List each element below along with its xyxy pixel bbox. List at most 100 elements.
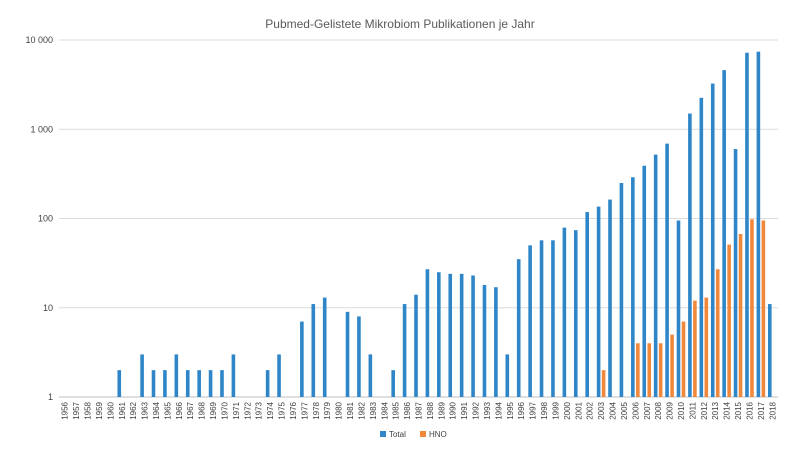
x-tick-label: 1964 [152, 401, 161, 419]
x-tick-label: 1986 [403, 401, 412, 419]
x-tick-label: 1970 [220, 401, 229, 419]
legend-item-hno: HNO [420, 430, 447, 439]
bar-hno-2008 [658, 343, 663, 397]
x-tick-label: 1969 [209, 401, 218, 419]
x-tick-label: 2018 [768, 401, 777, 419]
x-tick-label: 1976 [289, 401, 298, 419]
bar-total-2018 [767, 304, 772, 397]
y-tick-label: 1 [48, 392, 53, 402]
x-tick-label: 2004 [609, 401, 618, 419]
x-tick-label: 1978 [312, 401, 321, 419]
x-tick-label: 1981 [346, 401, 355, 419]
bar-total-2001 [573, 230, 578, 397]
bar-total-2006 [631, 177, 635, 397]
x-tick-label: 1958 [84, 401, 93, 419]
bar-total-2012 [699, 97, 704, 397]
legend-swatch [380, 431, 386, 437]
bar-total-1987 [414, 294, 418, 397]
chart-title: Pubmed-Gelistete Mikrobiom Publikationen… [265, 17, 534, 31]
bar-total-2015 [733, 149, 738, 397]
bar-total-1993 [482, 284, 487, 397]
bar-total-1997 [528, 245, 532, 397]
bar-total-1978 [311, 304, 316, 397]
bar-hno-2003 [601, 370, 606, 397]
x-tick-label: 2003 [597, 401, 606, 419]
bar-total-1995 [505, 354, 510, 397]
bar-hno-2013 [715, 269, 720, 397]
x-tick-label: 1988 [426, 401, 435, 419]
x-tick-label: 2014 [723, 401, 732, 419]
bar-total-1961 [117, 370, 122, 397]
legend: Total HNO [380, 430, 447, 439]
x-tick-label: 2015 [734, 401, 743, 419]
bar-total-1996 [516, 259, 521, 397]
bar-hno-2010 [681, 321, 686, 397]
x-tick-label: 1963 [141, 401, 150, 419]
legend-label: Total [389, 430, 406, 439]
bar-total-2005 [619, 182, 624, 397]
bar-hno-2017 [761, 220, 766, 397]
x-tick-label: 1977 [300, 401, 309, 419]
bar-total-2016 [745, 52, 749, 398]
bar-hno-2007 [647, 343, 652, 397]
bar-total-2009 [665, 143, 669, 397]
bar-total-1968 [197, 370, 201, 397]
x-tick-label: 1956 [61, 401, 70, 419]
x-tick-label: 2009 [666, 401, 675, 419]
bar-total-1975 [277, 354, 281, 397]
bar-total-2002 [585, 212, 589, 397]
bar-total-1989 [437, 272, 441, 397]
x-tick-label: 2008 [654, 401, 663, 419]
x-tick-label: 1967 [186, 401, 195, 419]
bar-total-2004 [608, 199, 612, 397]
gridlines [59, 39, 778, 398]
bar-total-1994 [494, 287, 498, 397]
bar-hno-2015 [738, 234, 743, 397]
bar-total-2017 [756, 51, 761, 397]
bar-total-2007 [642, 165, 647, 397]
x-tick-label: 1984 [380, 401, 389, 419]
bar-hno-2016 [750, 219, 754, 397]
x-tick-label: 1987 [415, 401, 424, 419]
x-tick-label: 2012 [700, 401, 709, 419]
x-tick-label: 1966 [175, 401, 184, 419]
legend-item-total: Total [380, 430, 406, 439]
y-tick-label: 100 [38, 214, 53, 224]
bar-total-1981 [345, 311, 350, 397]
x-tick-label: 1971 [232, 401, 241, 419]
x-tick-label: 2006 [631, 401, 640, 419]
bar-hno-2009 [670, 334, 674, 397]
x-tick-label: 1991 [460, 401, 469, 419]
bar-total-1982 [357, 316, 361, 397]
x-tick-label: 1968 [198, 401, 207, 419]
x-tick-label: 1982 [357, 401, 366, 419]
x-tick-label: 1965 [163, 401, 172, 419]
bar-total-1967 [185, 370, 190, 397]
bar-hno-2011 [693, 300, 697, 397]
x-tick-label: 2000 [563, 401, 572, 419]
x-tick-label: 1959 [95, 401, 104, 419]
x-tick-label: 1998 [540, 401, 549, 419]
x-tick-label: 1997 [529, 401, 538, 419]
x-tick-label: 1983 [369, 401, 378, 419]
bar-total-2014 [722, 70, 726, 397]
x-tick-label: 1973 [255, 401, 264, 419]
x-tick-label: 1996 [517, 401, 526, 419]
bar-total-1988 [425, 269, 430, 397]
x-tick-label: 1962 [129, 401, 138, 419]
bar-total-2013 [710, 83, 715, 398]
x-tick-label: 1995 [506, 401, 515, 419]
bar-total-1977 [300, 321, 304, 397]
legend-label: HNO [429, 430, 447, 439]
x-tick-label: 1994 [494, 401, 503, 419]
x-tick-label: 1999 [551, 401, 560, 419]
x-tick-label: 2016 [745, 401, 754, 419]
bar-total-1983 [368, 354, 373, 397]
bar-total-1963 [140, 354, 144, 397]
x-tick-label: 1972 [243, 401, 252, 419]
x-tick-label: 2001 [574, 401, 583, 419]
x-tick-label: 2010 [677, 401, 686, 419]
x-tick-label: 1961 [118, 401, 127, 419]
